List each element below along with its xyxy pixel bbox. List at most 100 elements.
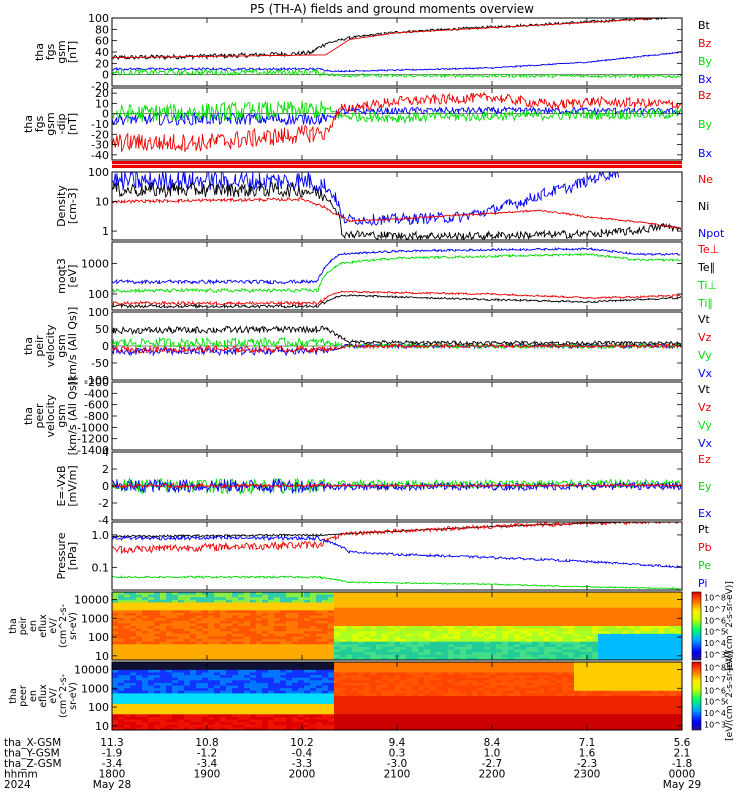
heatmap-cell bbox=[562, 641, 569, 645]
heatmap-cell bbox=[436, 709, 443, 713]
heatmap-cell bbox=[292, 626, 299, 630]
heatmap-cell bbox=[610, 633, 617, 638]
heatmap-cell bbox=[574, 696, 581, 700]
heatmap-cell bbox=[400, 714, 407, 718]
heatmap-cell bbox=[412, 652, 419, 656]
heatmap-cell bbox=[268, 664, 275, 668]
heatmap-cell bbox=[244, 682, 251, 687]
heatmap-cell bbox=[646, 644, 653, 648]
heatmap-cell bbox=[304, 628, 311, 632]
y-axis-label: eflux bbox=[38, 614, 49, 638]
heatmap-cell bbox=[550, 615, 557, 619]
heatmap-cell bbox=[328, 631, 335, 635]
heatmap-cell bbox=[478, 688, 485, 692]
heatmap-cell bbox=[172, 597, 179, 601]
heatmap-cell bbox=[172, 599, 179, 604]
heatmap-cell bbox=[226, 592, 233, 596]
series-line-temperature-2 bbox=[112, 290, 681, 307]
heatmap-cell bbox=[574, 646, 581, 651]
heatmap-cell bbox=[310, 711, 317, 715]
heatmap-cell bbox=[112, 680, 119, 684]
heatmap-cell bbox=[286, 654, 293, 658]
heatmap-cell bbox=[520, 639, 527, 643]
heatmap-cell bbox=[376, 631, 383, 635]
heatmap-cell bbox=[250, 677, 257, 681]
heatmap-cell bbox=[424, 636, 431, 640]
heatmap-cell bbox=[658, 649, 665, 653]
heatmap-cell bbox=[574, 620, 581, 624]
heatmap-cell bbox=[544, 654, 551, 658]
heatmap-cell bbox=[544, 623, 551, 627]
heatmap-cell bbox=[178, 672, 185, 676]
heatmap-cell bbox=[118, 706, 125, 710]
heatmap-cell bbox=[346, 696, 353, 700]
heatmap-cell bbox=[538, 615, 545, 619]
heatmap-cell bbox=[208, 703, 215, 708]
heatmap-cell bbox=[604, 620, 611, 624]
heatmap-cell bbox=[550, 626, 557, 630]
heatmap-cell bbox=[406, 667, 413, 671]
heatmap-cell bbox=[538, 592, 545, 596]
heatmap-cell bbox=[244, 641, 251, 645]
heatmap-cell bbox=[226, 652, 233, 656]
heatmap-cell bbox=[508, 719, 515, 723]
heatmap-cell bbox=[556, 646, 563, 651]
heatmap-cell bbox=[256, 724, 263, 728]
y-tick-label: 1000 bbox=[81, 612, 109, 625]
heatmap-cell bbox=[178, 719, 185, 723]
heatmap-cell bbox=[256, 688, 263, 692]
heatmap-cell bbox=[436, 623, 443, 627]
heatmap-cell bbox=[244, 690, 251, 694]
heatmap-cell bbox=[406, 612, 413, 617]
heatmap-cell bbox=[550, 664, 557, 668]
heatmap-cell bbox=[388, 719, 395, 723]
heatmap-cell bbox=[622, 654, 629, 658]
heatmap-cell bbox=[286, 672, 293, 676]
heatmap-cell bbox=[184, 693, 191, 697]
heatmap-cell bbox=[406, 685, 413, 689]
heatmap-cell bbox=[286, 688, 293, 692]
heatmap-cell bbox=[460, 657, 467, 660]
heatmap-cell bbox=[670, 605, 677, 609]
heatmap-cell bbox=[430, 605, 437, 609]
heatmap-cell bbox=[640, 646, 647, 651]
heatmap-cell bbox=[418, 690, 425, 694]
heatmap-cell bbox=[142, 688, 149, 692]
heatmap-cell bbox=[268, 641, 275, 645]
heatmap-cell bbox=[466, 685, 473, 689]
heatmap-cell bbox=[238, 605, 245, 609]
heatmap-cell bbox=[424, 639, 431, 643]
legend-entry: By bbox=[698, 118, 713, 131]
heatmap-cell bbox=[130, 716, 137, 721]
heatmap-cell bbox=[490, 706, 497, 710]
heatmap-cell bbox=[232, 646, 239, 651]
heatmap-cell bbox=[202, 639, 209, 643]
heatmap-cell bbox=[454, 709, 461, 713]
heatmap-cell bbox=[220, 618, 227, 622]
heatmap-cell bbox=[136, 623, 143, 627]
heatmap-cell bbox=[172, 680, 179, 684]
heatmap-cell bbox=[334, 610, 341, 614]
heatmap-cell bbox=[310, 693, 317, 697]
heatmap-cell bbox=[508, 664, 515, 668]
heatmap-cell bbox=[550, 662, 557, 666]
heatmap-cell bbox=[208, 628, 215, 632]
colorbar-label: [eV/(cm^2-s-sr-eV)] bbox=[725, 581, 735, 671]
heatmap-cell bbox=[232, 722, 239, 726]
heatmap-cell bbox=[568, 602, 575, 606]
heatmap-cell bbox=[358, 709, 365, 713]
heatmap-cell bbox=[346, 620, 353, 624]
heatmap-cell bbox=[340, 594, 347, 598]
heatmap-cell bbox=[430, 711, 437, 715]
heatmap-cell bbox=[568, 696, 575, 700]
heatmap-cell bbox=[676, 607, 682, 611]
heatmap-cell bbox=[190, 664, 197, 668]
heatmap-cell bbox=[214, 716, 221, 721]
heatmap-cell bbox=[526, 646, 533, 651]
heatmap-cell bbox=[172, 657, 179, 660]
heatmap-cell bbox=[604, 677, 611, 681]
heatmap-cell bbox=[388, 714, 395, 718]
heatmap-cell bbox=[508, 599, 515, 604]
heatmap-cell bbox=[508, 628, 515, 632]
heatmap-cell bbox=[268, 618, 275, 622]
